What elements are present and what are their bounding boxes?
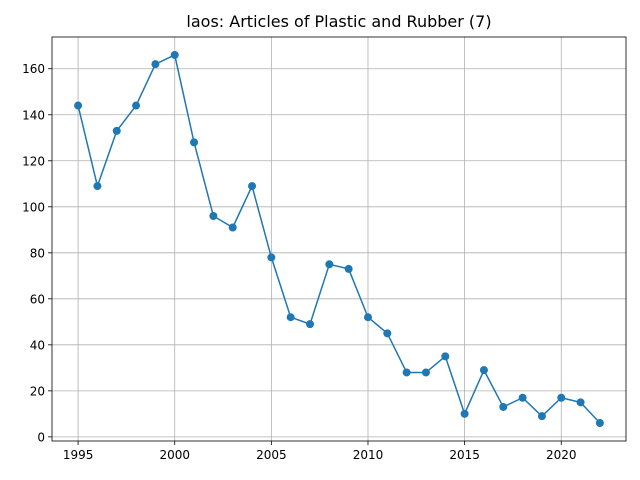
data-point [112,126,121,135]
x-tick-label: 2005 [256,448,287,462]
y-tick-label: 60 [30,292,45,306]
data-point [209,211,218,220]
x-tick-label: 2015 [449,448,480,462]
x-tick-label: 2020 [546,448,577,462]
data-point [74,101,83,110]
chart-title: laos: Articles of Plastic and Rubber (7) [186,12,491,31]
series-layer [74,50,604,428]
data-point [228,223,237,232]
data-point [402,368,411,377]
y-tick-label: 20 [30,384,45,398]
data-point [460,409,469,418]
y-tick-label: 160 [22,62,45,76]
data-point [93,182,102,191]
grid-lines [52,37,626,441]
data-point [595,419,604,428]
data-point [479,366,488,375]
data-point [363,313,372,322]
data-point [441,352,450,361]
data-point [286,313,295,322]
y-tick-label: 120 [22,154,45,168]
x-tick-label: 2000 [159,448,190,462]
y-tick-label: 80 [30,246,45,260]
data-point [576,398,585,407]
data-point [557,393,566,402]
x-tick-label: 1995 [63,448,94,462]
y-tick-label: 0 [37,430,45,444]
series-line [77,54,601,424]
data-point [344,264,353,273]
data-point [248,182,257,191]
data-point [383,329,392,338]
plot-frame [51,36,627,442]
data-point [518,393,527,402]
x-tick-label: 2010 [353,448,384,462]
y-tick-label: 100 [22,200,45,214]
data-point [132,101,141,110]
data-point [537,412,546,421]
data-point [325,260,334,269]
data-point [170,50,179,59]
data-point [267,253,276,262]
data-point [151,60,160,69]
data-point [421,368,430,377]
data-point [190,138,199,147]
data-point [306,320,315,329]
y-tick-label: 40 [30,338,45,352]
data-point [499,402,508,411]
y-tick-label: 140 [22,108,45,122]
axis-ticks: 1995 2000 2005 2010 2015 2020 0 20 40 60 80 100 120 1… [22,62,576,462]
